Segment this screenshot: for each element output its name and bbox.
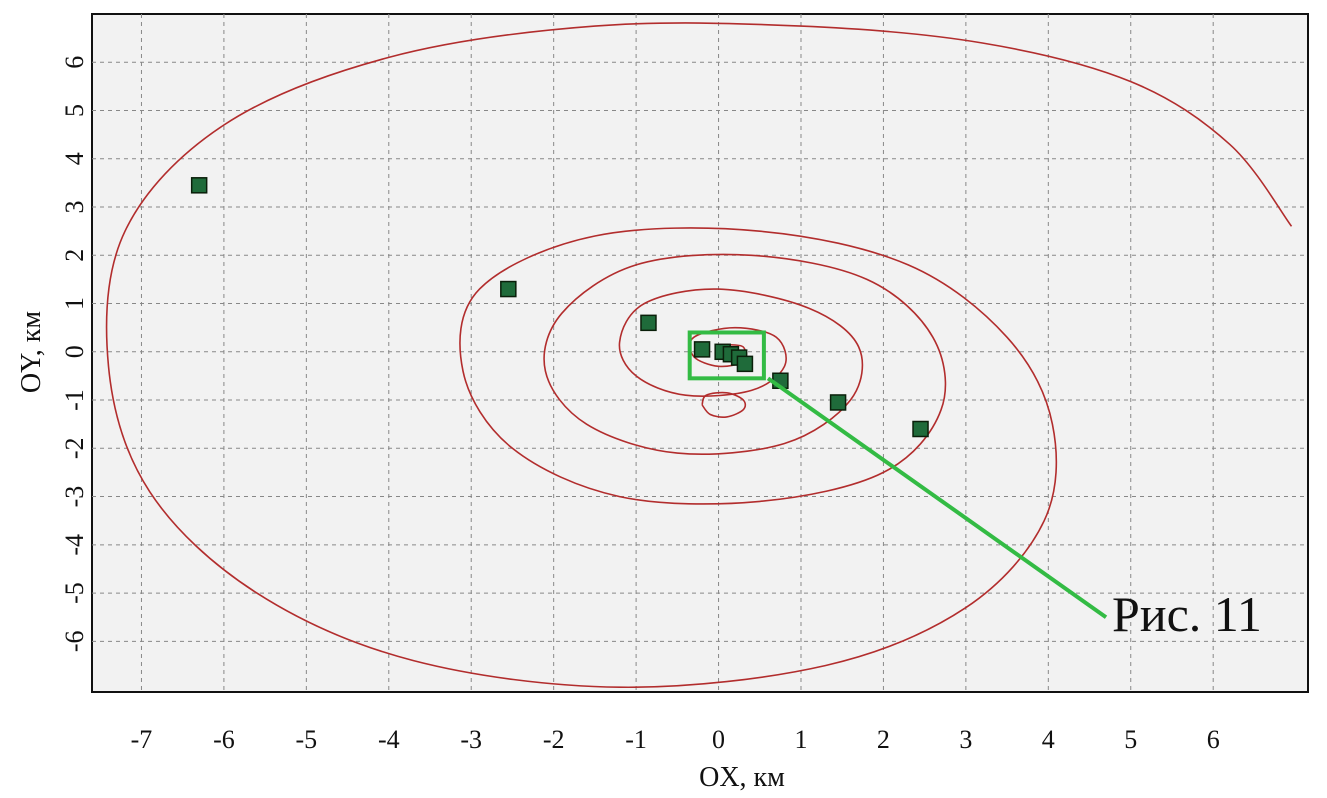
y-tick-label: 5 [60, 104, 89, 117]
data-marker [829, 394, 847, 411]
y-tick-labels: 6 5 4 3 2 1 0 -1 -2 -3 -4 -5 -6 [60, 56, 89, 652]
x-tick-label: 3 [959, 725, 972, 754]
x-tick-label: 6 [1207, 725, 1220, 754]
y-tick-label: -3 [60, 486, 89, 508]
annotation-group: Рис. 11 [687, 330, 1262, 642]
y-tick-label: -5 [60, 582, 89, 604]
x-tick-label: -3 [460, 725, 482, 754]
y-tick-label: 1 [60, 297, 89, 310]
markers-group [190, 177, 929, 438]
y-tick-label: -4 [60, 534, 89, 556]
x-tick-label: 2 [877, 725, 890, 754]
y-tick-label: -2 [60, 437, 89, 459]
trajectory-line-1 [105, 22, 1293, 689]
series-group [105, 22, 1293, 689]
y-tick-label: 6 [60, 56, 89, 69]
annotation-box [687, 330, 766, 381]
x-tick-label: -2 [543, 725, 565, 754]
x-tick-label: -5 [296, 725, 318, 754]
grid [92, 14, 1308, 692]
data-marker [190, 177, 208, 194]
x-tick-label: -7 [131, 725, 153, 754]
x-tick-label: -1 [625, 725, 647, 754]
y-tick-label: 0 [60, 345, 89, 358]
data-marker [640, 314, 657, 332]
y-axis-label: OY, км [16, 311, 47, 393]
annotation-label: Рис. 11 [1112, 586, 1262, 642]
x-tick-label: -4 [378, 725, 400, 754]
y-tick-label: -6 [60, 630, 89, 652]
data-marker [736, 355, 754, 373]
x-tick-label: 0 [712, 725, 725, 754]
x-tick-label: -6 [213, 725, 235, 754]
y-tick-label: -1 [60, 389, 89, 411]
x-tick-label: 1 [794, 725, 807, 754]
x-axis-label: OX, км [699, 762, 785, 793]
y-tick-label: 2 [60, 249, 89, 262]
y-tick-label: 3 [60, 201, 89, 214]
trajectory-line-2 [701, 391, 747, 418]
data-marker [500, 280, 517, 298]
data-marker [693, 341, 711, 358]
x-tick-labels: -7 -6 -5 -4 -3 -2 -1 0 1 2 3 4 5 6 [131, 725, 1220, 754]
data-marker [912, 420, 929, 438]
x-tick-label: 5 [1124, 725, 1137, 754]
annotation-leader-line [766, 376, 1108, 619]
x-tick-label: 4 [1042, 725, 1055, 754]
y-tick-label: 4 [60, 152, 89, 165]
